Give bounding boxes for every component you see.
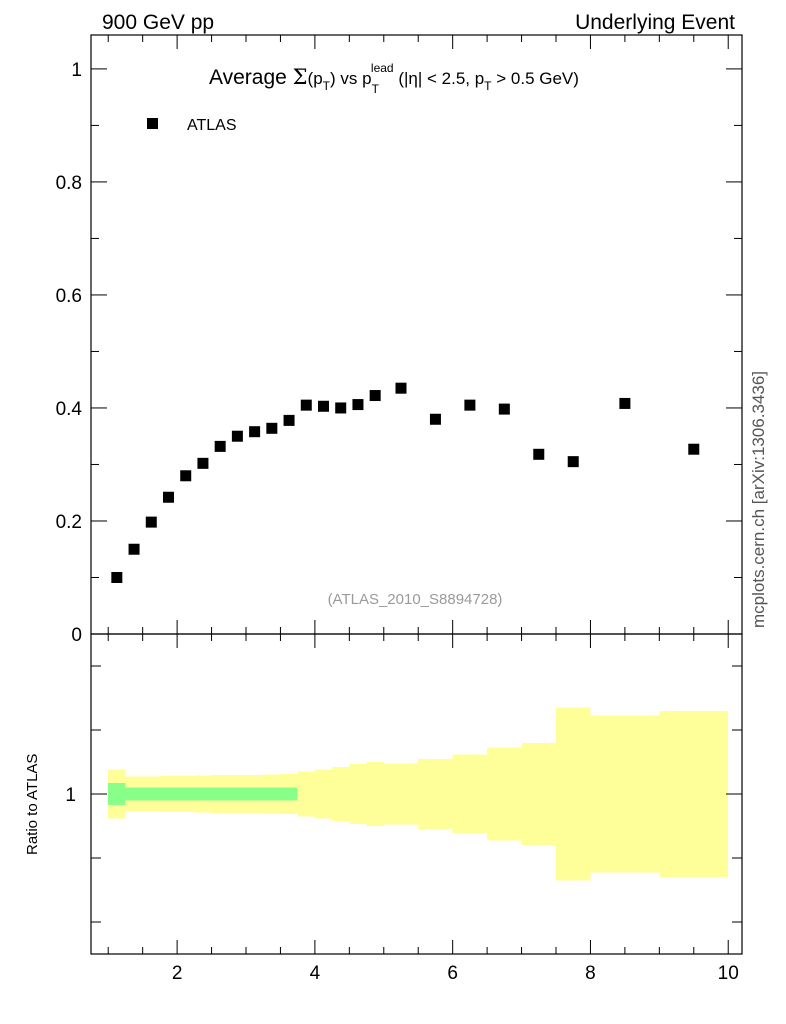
analysis-id: (ATLAS_2010_S8894728) — [328, 591, 503, 608]
header-left: 900 GeV pp — [102, 11, 214, 34]
chart-title: Average Σ(pT) vs pTlead (|η| < 2.5, pT >… — [209, 61, 579, 96]
y-tick-label: 0 — [71, 625, 82, 646]
axis-ticks: 2 4 6 8 10 0 0.2 0.4 0.6 0.8 1 1 — [56, 35, 742, 984]
total-band-bin-19 — [487, 747, 522, 841]
total-band-bin-20 — [521, 742, 556, 846]
header-right: Underlying Event — [575, 11, 735, 34]
data-point-9 — [266, 422, 278, 434]
ratio-ylabel: Ratio to ATLAS — [24, 754, 41, 855]
total-band-bin-23 — [659, 710, 729, 878]
stat-band-bin-1 — [125, 787, 298, 801]
data-point-20 — [533, 448, 545, 460]
watermark: mcplots.cern.ch [arXiv:1306.3436] — [749, 371, 768, 628]
total-band-bin-16 — [383, 763, 419, 825]
x-tick-label: 4 — [310, 963, 321, 984]
x-tick-label: 2 — [172, 963, 183, 984]
total-band-bin-14 — [349, 764, 367, 824]
data-point-19 — [498, 403, 510, 415]
data-point-1 — [128, 543, 140, 555]
data-point-23 — [688, 443, 700, 455]
data-point-8 — [249, 426, 261, 438]
ratio-bands — [108, 707, 729, 881]
y-tick-label: 0.4 — [56, 399, 83, 420]
data-point-22 — [619, 397, 631, 409]
data-point-17 — [429, 413, 441, 425]
data-points — [111, 382, 700, 583]
data-point-10 — [283, 414, 295, 426]
data-point-15 — [369, 390, 381, 402]
y-tick-label: 0.8 — [56, 173, 82, 194]
y-tick-label: 0.6 — [56, 286, 82, 307]
data-point-21 — [567, 456, 579, 468]
data-point-14 — [352, 399, 364, 411]
total-band-bin-13 — [332, 766, 350, 822]
total-band-bin-12 — [314, 769, 333, 819]
total-band-bin-18 — [452, 754, 488, 834]
legend-marker-atlas — [147, 118, 158, 129]
data-point-13 — [335, 402, 347, 414]
data-point-16 — [395, 382, 407, 394]
x-tick-label: 6 — [447, 963, 458, 984]
total-band-bin-15 — [366, 762, 384, 826]
y-tick-label: 1 — [71, 60, 82, 81]
x-tick-label: 8 — [585, 963, 596, 984]
data-point-11 — [300, 399, 312, 411]
ratio-y-tick-label: 1 — [65, 785, 76, 806]
data-point-5 — [197, 457, 209, 469]
y-tick-label: 0.2 — [56, 512, 82, 533]
data-point-6 — [214, 440, 226, 452]
data-point-0 — [111, 571, 123, 583]
legend-label-atlas: ATLAS — [187, 117, 237, 134]
data-point-18 — [464, 399, 476, 411]
data-point-4 — [180, 470, 192, 482]
data-point-12 — [318, 400, 329, 412]
total-band-bin-11 — [297, 771, 315, 817]
total-band-bin-21 — [556, 707, 591, 881]
total-band-bin-17 — [418, 758, 453, 830]
stat-band-bin-0 — [108, 782, 126, 806]
data-point-3 — [163, 491, 174, 503]
total-band-bin-22 — [590, 715, 660, 873]
x-tick-label: 10 — [718, 963, 739, 984]
data-point-2 — [145, 516, 157, 528]
data-point-7 — [231, 430, 243, 442]
